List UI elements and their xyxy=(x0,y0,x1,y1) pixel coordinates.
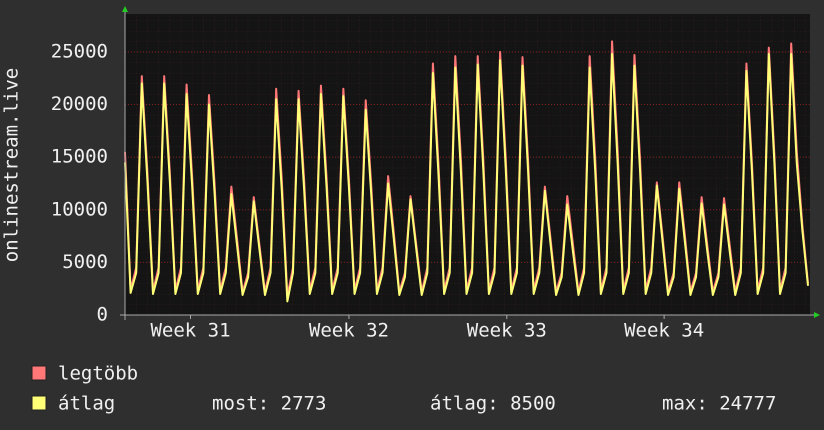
y-arrow xyxy=(122,6,128,12)
y-tick-label: 0 xyxy=(97,304,108,326)
y-tick-label: 25000 xyxy=(51,40,108,62)
legend-stat: max: 24777 xyxy=(662,393,776,415)
legend-stat: átlag: 8500 xyxy=(430,393,556,415)
y-tick-label: 15000 xyxy=(51,146,108,168)
series-layer xyxy=(124,40,809,303)
y-tick-label: 10000 xyxy=(51,198,108,220)
x-arrow xyxy=(814,312,820,318)
legend-label: átlag xyxy=(58,393,115,415)
y-tick-label: 20000 xyxy=(51,93,108,115)
legend-swatch xyxy=(31,365,47,381)
x-tick-label: Week 34 xyxy=(624,320,704,342)
minor-grid xyxy=(125,14,810,315)
x-tick-label: Week 33 xyxy=(467,320,547,342)
legend: legtöbb átlag most: 2773 átlag: 8500 max: 24… xyxy=(31,363,776,415)
x-tick-label: Week 31 xyxy=(150,320,230,342)
y-tick-label: 5000 xyxy=(62,251,108,273)
legend-swatch xyxy=(31,395,47,411)
y-axis-label: onlinestream.live xyxy=(1,68,23,262)
legend-stat: most: 2773 xyxy=(212,393,326,415)
legend-label: legtöbb xyxy=(58,363,138,385)
series-line xyxy=(124,52,809,303)
x-tick-label: Week 32 xyxy=(309,320,389,342)
